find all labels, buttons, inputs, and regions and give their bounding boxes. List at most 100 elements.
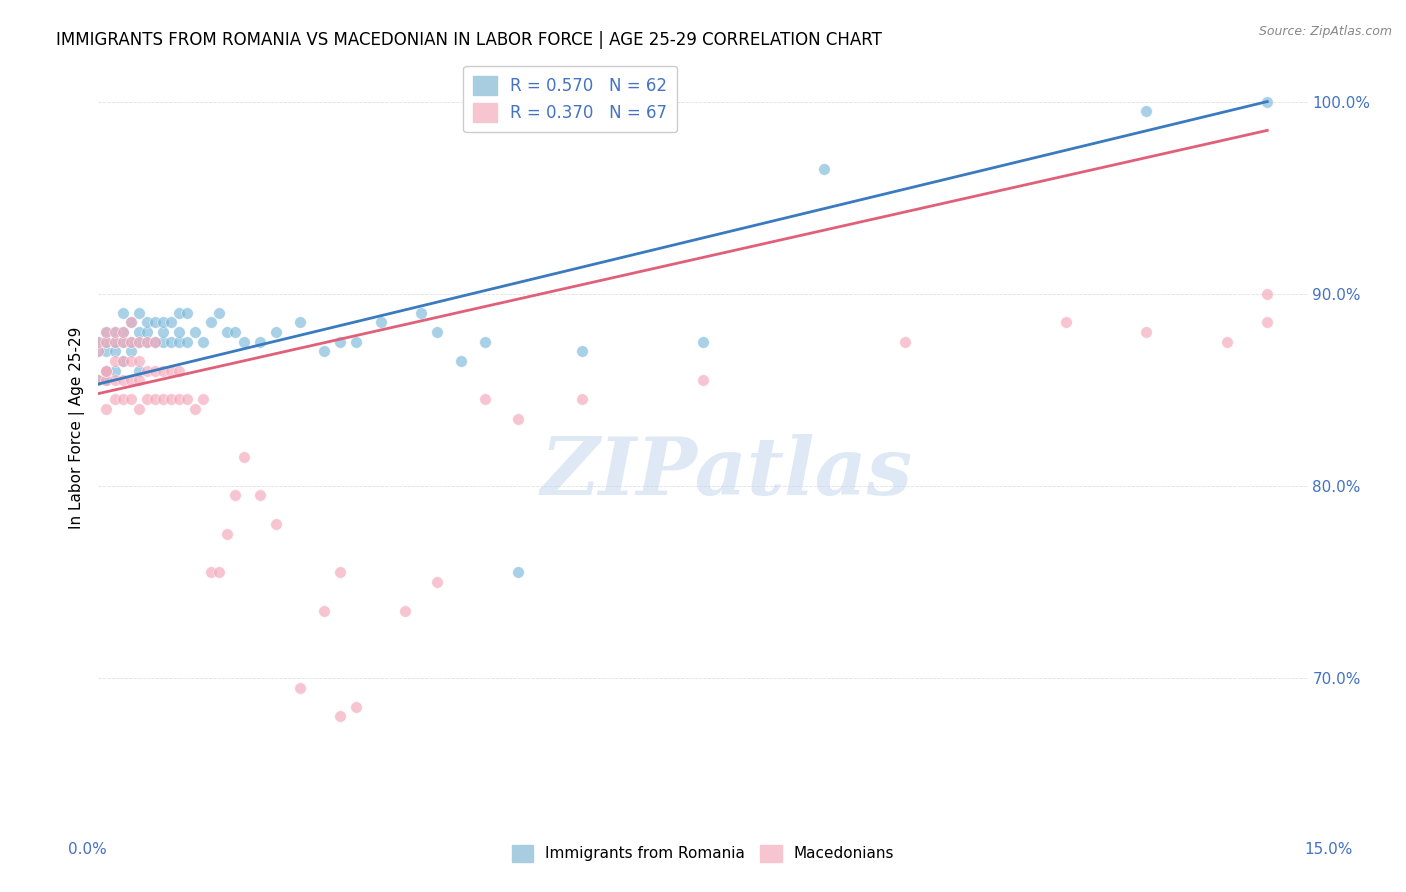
Text: 0.0%: 0.0% bbox=[67, 842, 107, 856]
Point bbox=[1135, 325, 1157, 339]
Point bbox=[96, 373, 118, 387]
Point bbox=[264, 325, 287, 339]
Point bbox=[152, 392, 174, 407]
Point bbox=[103, 325, 125, 339]
Point bbox=[135, 334, 157, 349]
Point bbox=[111, 306, 134, 320]
Text: ZIPatlas: ZIPatlas bbox=[541, 434, 914, 512]
Point bbox=[143, 334, 166, 349]
Point bbox=[314, 344, 336, 359]
Point bbox=[426, 325, 449, 339]
Point bbox=[120, 344, 142, 359]
Point bbox=[87, 373, 110, 387]
Point bbox=[103, 373, 125, 387]
Point bbox=[1054, 316, 1077, 330]
Point bbox=[96, 325, 118, 339]
Point bbox=[329, 709, 352, 723]
Point bbox=[120, 316, 142, 330]
Point bbox=[111, 354, 134, 368]
Point bbox=[87, 344, 110, 359]
Point bbox=[692, 334, 714, 349]
Point bbox=[217, 526, 239, 541]
Point bbox=[167, 363, 190, 377]
Point bbox=[135, 392, 157, 407]
Point bbox=[143, 316, 166, 330]
Point bbox=[394, 604, 416, 618]
Point bbox=[111, 325, 134, 339]
Point bbox=[128, 334, 150, 349]
Point bbox=[1256, 286, 1278, 301]
Text: 15.0%: 15.0% bbox=[1305, 842, 1353, 856]
Point bbox=[111, 392, 134, 407]
Point bbox=[128, 401, 150, 416]
Point bbox=[344, 699, 367, 714]
Point bbox=[135, 363, 157, 377]
Point bbox=[128, 363, 150, 377]
Point bbox=[217, 325, 239, 339]
Point bbox=[329, 334, 352, 349]
Point bbox=[176, 306, 198, 320]
Point bbox=[176, 392, 198, 407]
Point bbox=[96, 325, 118, 339]
Point bbox=[96, 401, 118, 416]
Point bbox=[184, 325, 207, 339]
Point bbox=[103, 344, 125, 359]
Point bbox=[426, 574, 449, 589]
Point bbox=[128, 354, 150, 368]
Point bbox=[167, 325, 190, 339]
Point bbox=[506, 411, 529, 425]
Point bbox=[344, 334, 367, 349]
Point bbox=[87, 373, 110, 387]
Point bbox=[128, 373, 150, 387]
Point bbox=[120, 316, 142, 330]
Point bbox=[152, 325, 174, 339]
Point bbox=[160, 316, 183, 330]
Point bbox=[87, 334, 110, 349]
Legend: R = 0.570   N = 62, R = 0.370   N = 67: R = 0.570 N = 62, R = 0.370 N = 67 bbox=[464, 66, 678, 132]
Point bbox=[224, 488, 246, 502]
Point bbox=[571, 344, 593, 359]
Point bbox=[128, 306, 150, 320]
Point bbox=[571, 392, 593, 407]
Point bbox=[208, 566, 231, 580]
Point bbox=[103, 392, 125, 407]
Point bbox=[120, 334, 142, 349]
Point bbox=[409, 306, 432, 320]
Point bbox=[193, 334, 215, 349]
Point bbox=[152, 363, 174, 377]
Point bbox=[288, 316, 311, 330]
Point bbox=[152, 316, 174, 330]
Point bbox=[208, 306, 231, 320]
Point bbox=[329, 566, 352, 580]
Point bbox=[1256, 316, 1278, 330]
Point bbox=[1256, 95, 1278, 109]
Point bbox=[135, 334, 157, 349]
Point bbox=[288, 681, 311, 695]
Point bbox=[152, 334, 174, 349]
Point bbox=[143, 392, 166, 407]
Point bbox=[120, 334, 142, 349]
Point bbox=[232, 334, 254, 349]
Point bbox=[506, 566, 529, 580]
Point bbox=[1216, 334, 1239, 349]
Point bbox=[160, 363, 183, 377]
Point bbox=[893, 334, 915, 349]
Point bbox=[167, 334, 190, 349]
Point bbox=[135, 325, 157, 339]
Point bbox=[167, 392, 190, 407]
Text: Source: ZipAtlas.com: Source: ZipAtlas.com bbox=[1258, 25, 1392, 38]
Point bbox=[120, 392, 142, 407]
Point bbox=[128, 334, 150, 349]
Point bbox=[111, 334, 134, 349]
Point bbox=[128, 325, 150, 339]
Point bbox=[200, 316, 222, 330]
Point bbox=[96, 334, 118, 349]
Point bbox=[111, 373, 134, 387]
Y-axis label: In Labor Force | Age 25-29: In Labor Force | Age 25-29 bbox=[69, 327, 86, 529]
Point bbox=[249, 488, 271, 502]
Point bbox=[103, 325, 125, 339]
Point bbox=[813, 161, 835, 176]
Point bbox=[224, 325, 246, 339]
Point bbox=[143, 363, 166, 377]
Point bbox=[474, 334, 496, 349]
